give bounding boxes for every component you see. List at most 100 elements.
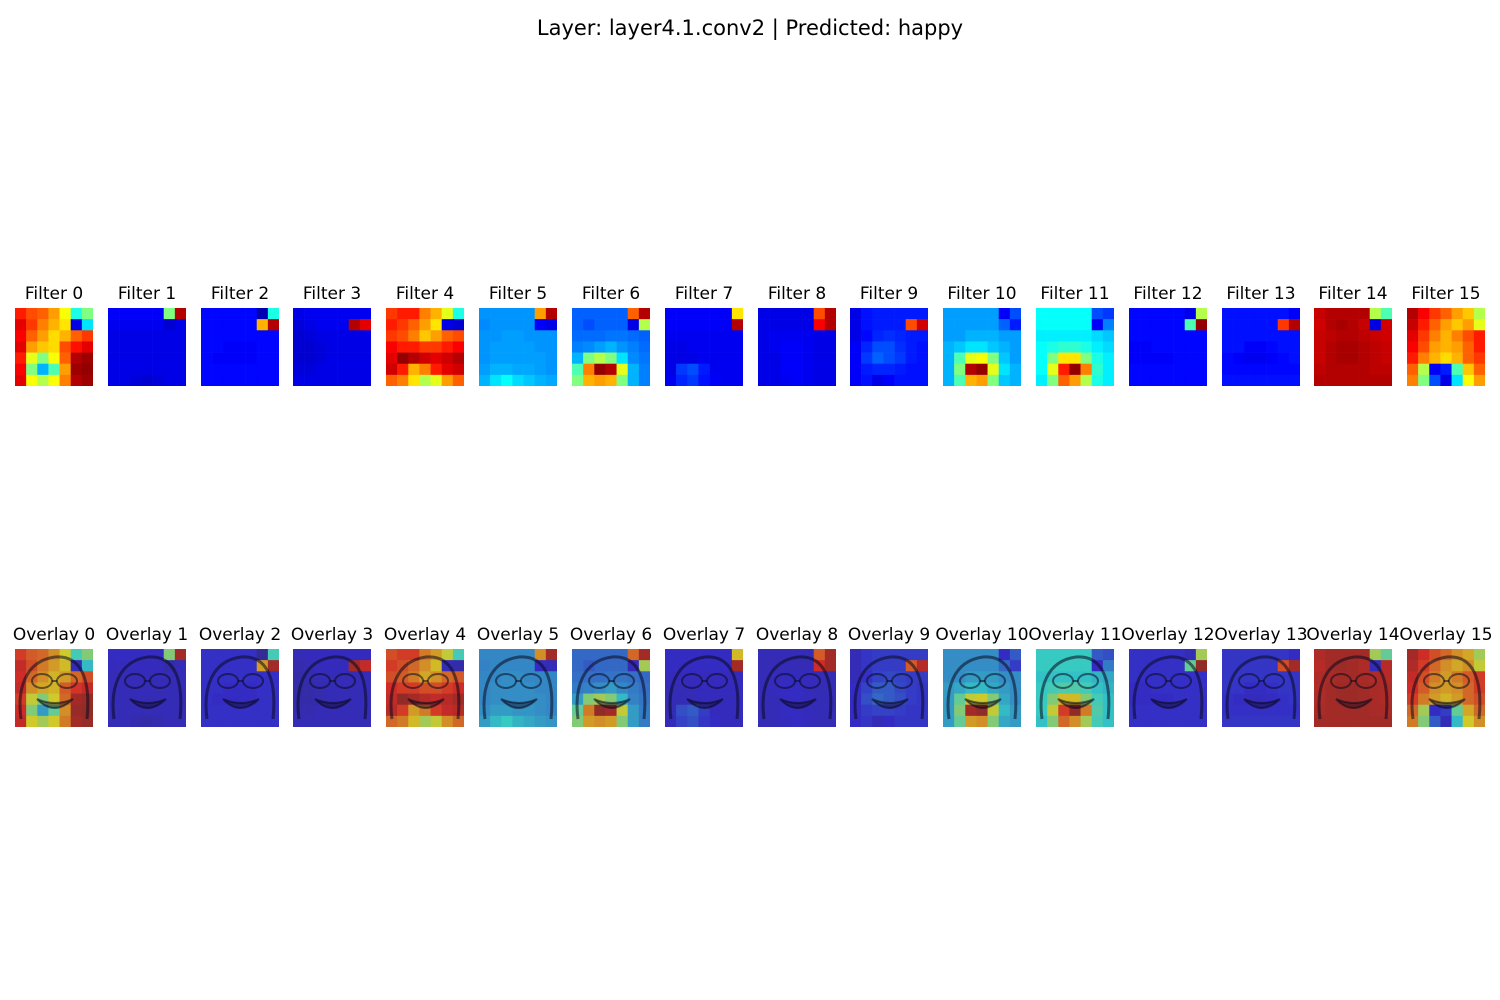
heatmap-cell (48, 374, 60, 386)
heatmap-cell (119, 363, 131, 376)
heatmap-cell (1080, 363, 1093, 376)
heatmap-cell (1080, 649, 1093, 661)
heatmap-cell (70, 682, 83, 694)
heatmap-cell (245, 308, 258, 320)
heatmap-cell (1091, 308, 1104, 320)
heatmap-cell (1266, 715, 1279, 727)
heatmap-cell (141, 341, 153, 353)
heatmap-cell (512, 319, 524, 331)
face-image (853, 655, 925, 720)
heatmap-cell (545, 352, 557, 365)
heatmap-cell (397, 308, 409, 320)
heatmap-cell (894, 341, 907, 353)
heatmap-cell (616, 693, 629, 706)
heatmap-cell (594, 715, 606, 727)
heatmap-cell (1369, 682, 1382, 694)
heatmap-cell (1429, 693, 1441, 706)
heatmap-cell (119, 660, 131, 672)
heatmap-cell (315, 341, 327, 353)
heatmap-cell (1173, 363, 1186, 376)
heatmap-cell (813, 319, 826, 331)
heatmap-cell (583, 308, 595, 320)
heatmap-cell (119, 319, 131, 331)
heatmap-cell (583, 693, 595, 706)
heatmap-cell (1440, 671, 1452, 683)
heatmap-cell (212, 649, 224, 661)
heatmap-cell (1102, 319, 1114, 331)
heatmap-cell (479, 715, 491, 727)
heatmap-cell (1151, 671, 1163, 683)
heatmap-cell (534, 374, 547, 386)
heatmap-cell (1173, 660, 1186, 672)
heatmap-cell (397, 363, 409, 376)
heatmap-cell (1195, 352, 1207, 365)
heatmap-cell (583, 660, 595, 672)
heatmap-cell (326, 330, 338, 342)
heatmap-cell (720, 374, 733, 386)
heatmap-cell (791, 330, 803, 342)
heatmap-cell (1347, 352, 1359, 365)
heatmap-cell (348, 682, 361, 694)
heatmap-cell (627, 649, 640, 661)
heatmap-cell (572, 715, 584, 727)
heatmap-cell (758, 352, 770, 365)
heatmap-cell (1009, 649, 1021, 661)
heatmap-cell (720, 693, 733, 706)
heatmap-cell (37, 715, 49, 727)
heatmap-cell (408, 363, 420, 376)
heatmap-cell (130, 693, 142, 706)
heatmap-cell (245, 660, 258, 672)
heatmap-cell (1266, 308, 1279, 320)
heatmap-cell (1244, 308, 1256, 320)
heatmap-cell (1440, 704, 1452, 717)
heatmap-cell (1358, 704, 1371, 717)
heatmap-cell (905, 693, 918, 706)
overlay-image (479, 649, 557, 727)
heatmap-cell (212, 682, 224, 694)
heatmap-cell (1358, 660, 1371, 672)
heatmap-cell (201, 660, 213, 672)
heatmap-cell (1277, 319, 1290, 331)
heatmap-cell (1255, 374, 1267, 386)
heatmap-cell (1277, 374, 1290, 386)
heatmap-cell (1277, 682, 1290, 694)
heatmap-cell (1036, 715, 1048, 727)
heatmap-cell (802, 374, 815, 386)
heatmap-cell (1233, 682, 1245, 694)
heatmap-cell (850, 649, 862, 661)
heatmap-cell (1314, 363, 1326, 376)
heatmap-cell (1255, 682, 1267, 694)
heatmap-cell (720, 319, 733, 331)
heatmap-cell (304, 374, 316, 386)
heatmap-cell (861, 682, 873, 694)
heatmap-cell (1162, 330, 1174, 342)
heatmap-cell (1102, 660, 1114, 672)
heatmap-cell (954, 682, 966, 694)
heatmap-cell (1451, 341, 1464, 353)
heatmap-cell (163, 704, 176, 717)
heatmap-cell (223, 363, 235, 376)
heatmap-cell (1036, 352, 1048, 365)
heatmap-cell (1429, 715, 1441, 727)
overlay-label: Overlay 4 (383, 625, 467, 645)
heatmap-cell (1255, 649, 1267, 661)
heatmap-cell (791, 682, 803, 694)
heatmap-cell (26, 308, 38, 320)
heatmap-cell (594, 704, 606, 717)
heatmap-cell (802, 363, 815, 376)
heatmap-cell (802, 308, 815, 320)
heatmap-cell (824, 330, 836, 342)
heatmap-cell (1277, 308, 1290, 320)
heatmap-cell (1407, 374, 1419, 386)
heatmap-cell (26, 671, 38, 683)
heatmap-cell (326, 693, 338, 706)
heatmap-cell (987, 649, 1000, 661)
face-image (296, 655, 368, 720)
heatmap-cell (386, 649, 398, 661)
heatmap-cell (883, 682, 895, 694)
heatmap-cell (359, 308, 371, 320)
heatmap-cell (1047, 693, 1059, 706)
heatmap-cell (861, 693, 873, 706)
heatmap-cell (430, 649, 443, 661)
heatmap-cell (1009, 660, 1021, 672)
